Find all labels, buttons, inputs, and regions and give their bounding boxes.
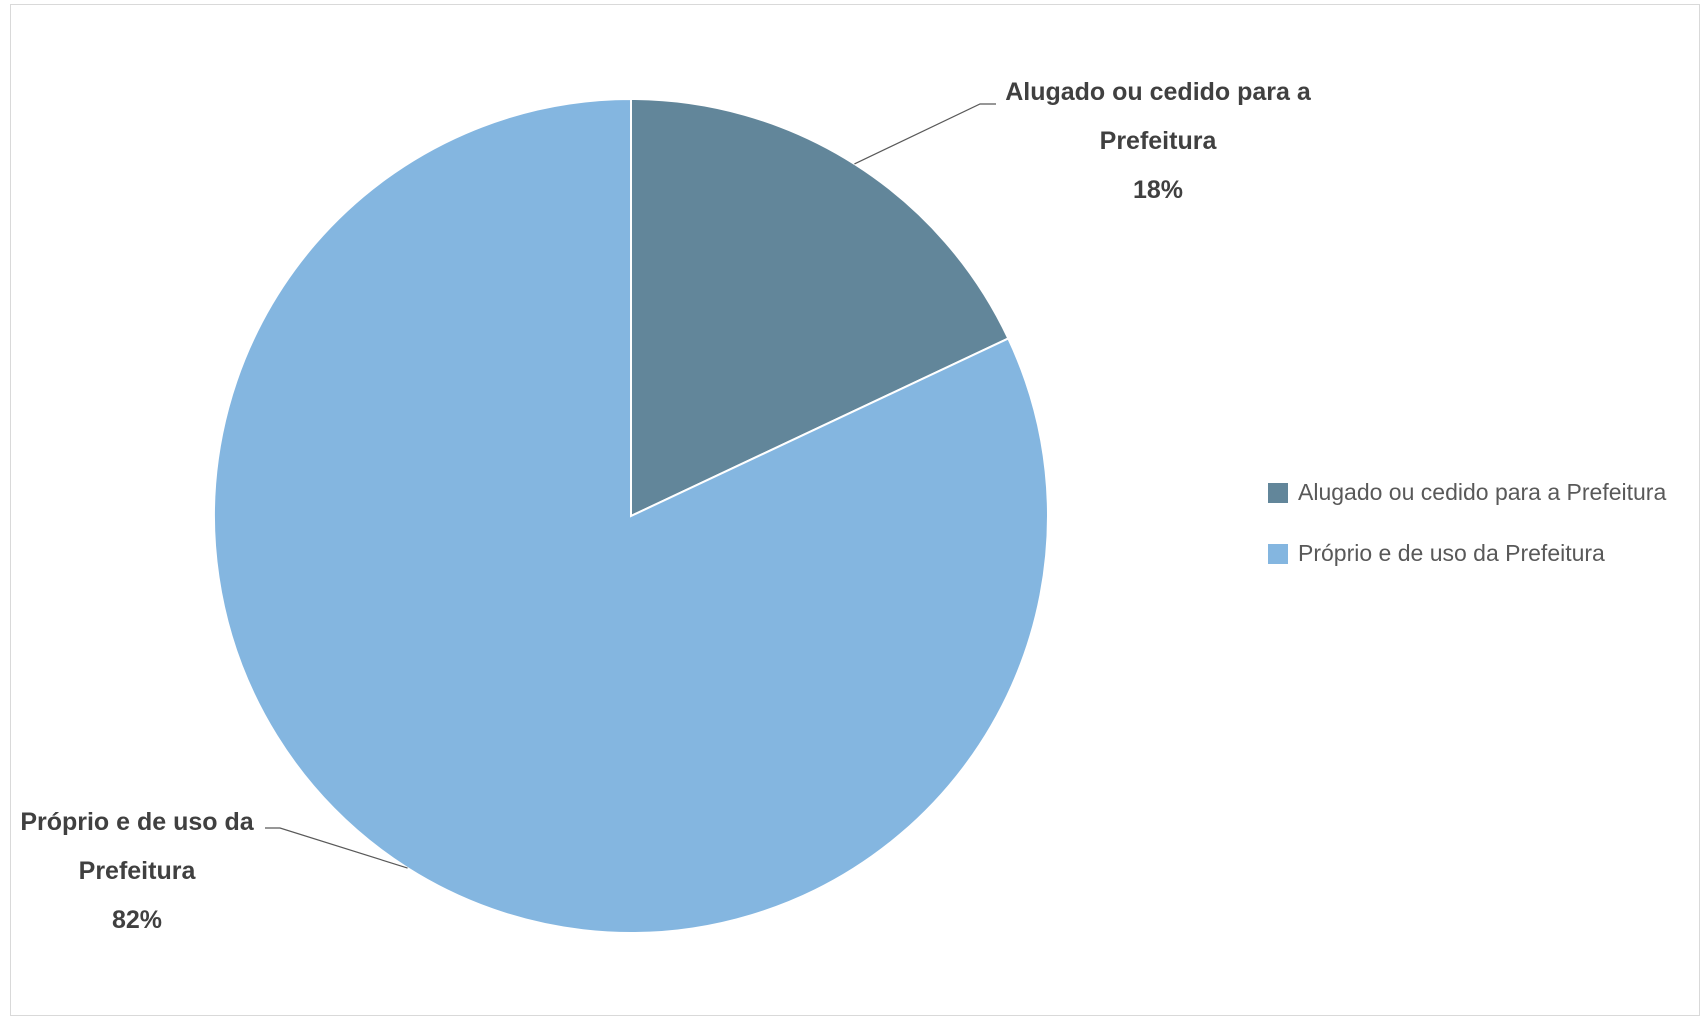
data-label-alugado-line2: Prefeitura [1099, 127, 1217, 155]
leader-line-alugado [854, 103, 996, 165]
data-label-proprio: Próprio e de uso da Prefeitura 82% [12, 798, 262, 945]
data-label-alugado: Alugado ou cedido para a Prefeitura 18% [993, 68, 1323, 215]
data-label-proprio-line2: Prefeitura [78, 857, 196, 885]
legend: Alugado ou cedido para a Prefeitura Próp… [1268, 462, 1666, 584]
legend-swatch-alugado [1268, 482, 1288, 503]
legend-swatch-proprio [1268, 543, 1288, 564]
legend-item-proprio: Próprio e de uso da Prefeitura [1268, 523, 1666, 584]
data-label-alugado-line1: Alugado ou cedido para a [1005, 78, 1311, 106]
slice-alugado [630, 97, 1010, 518]
data-label-proprio-percent: 82% [111, 906, 163, 934]
leader-line-proprio [265, 827, 408, 869]
legend-label-proprio: Próprio e de uso da Prefeitura [1298, 540, 1605, 566]
slice-proprio [213, 97, 1049, 934]
data-label-alugado-percent: 18% [1132, 176, 1184, 204]
legend-item-alugado: Alugado ou cedido para a Prefeitura [1268, 462, 1666, 523]
data-label-proprio-line1: Próprio e de uso da [20, 808, 254, 836]
legend-label-alugado: Alugado ou cedido para a Prefeitura [1298, 479, 1667, 505]
